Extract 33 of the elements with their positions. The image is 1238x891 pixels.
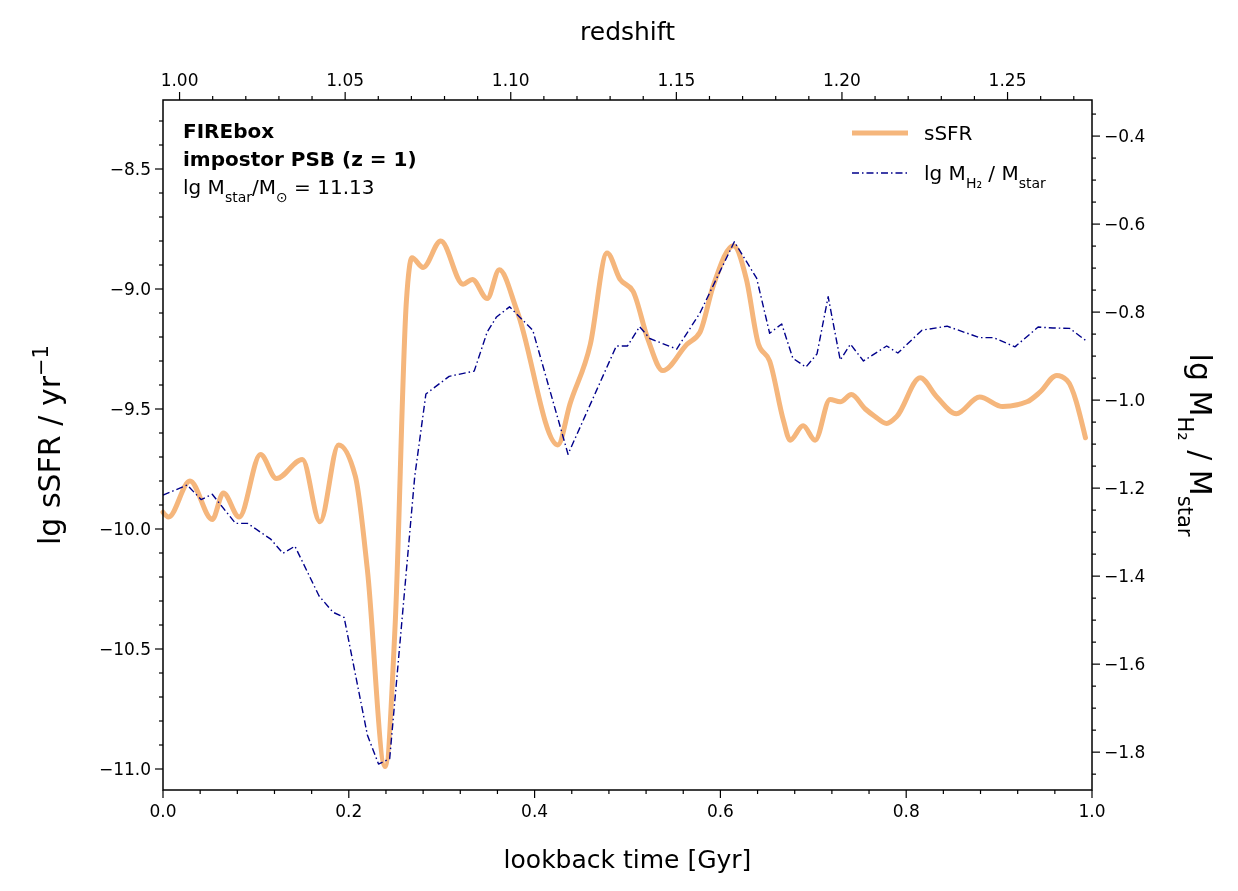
x-tick-label: 0.2: [335, 801, 363, 821]
x-tick-label: 0.6: [706, 801, 734, 821]
y-tick-label: −8.5: [109, 158, 151, 179]
y2-tick-label: −0.8: [1104, 302, 1146, 323]
x2-tick-label: 1.10: [491, 70, 530, 90]
x2-tick-label: 1.20: [823, 70, 861, 90]
legend-label: lg M$_{H₂}$ / M$_{star}$: [924, 161, 1047, 191]
y2-tick-label: −0.4: [1104, 126, 1146, 147]
y-tick-label: −10.5: [98, 638, 151, 659]
y2-tick-label: −1.4: [1104, 566, 1146, 587]
annotation: lg M$_{star}$/M$_{⊙}$ = 11.13: [183, 175, 375, 205]
x2-tick-label: 1.25: [988, 70, 1027, 90]
x2-tick-label: 1.00: [160, 70, 199, 90]
y2-tick-label: −1.8: [1104, 742, 1146, 763]
y2-tick-label: −1.6: [1104, 654, 1146, 675]
annotation: impostor PSB (z = 1): [183, 147, 417, 171]
y-tick-label: −9.0: [109, 278, 151, 299]
y-tick-label: −10.0: [98, 518, 151, 539]
y-tick-label: −9.5: [109, 398, 151, 419]
y2-tick-label: −1.2: [1104, 478, 1146, 499]
x2-tick-label: 1.05: [326, 70, 365, 90]
x-tick-label: 0.0: [149, 801, 177, 821]
x2-tick-label: 1.15: [657, 70, 696, 90]
annotation: FIREbox: [183, 119, 275, 143]
x-tick-label: 0.4: [521, 801, 549, 821]
legend-label: sSFR: [924, 121, 973, 145]
y2-tick-label: −0.6: [1104, 214, 1146, 235]
y2-tick-label: −1.0: [1104, 390, 1146, 411]
x-tick-label: 1.0: [1078, 801, 1106, 821]
x-axis-title: lookback time [Gyr]: [503, 845, 752, 874]
x-tick-label: 0.8: [892, 801, 920, 821]
x2-axis-title: redshift: [580, 17, 676, 46]
y-tick-label: −11.0: [98, 758, 151, 779]
